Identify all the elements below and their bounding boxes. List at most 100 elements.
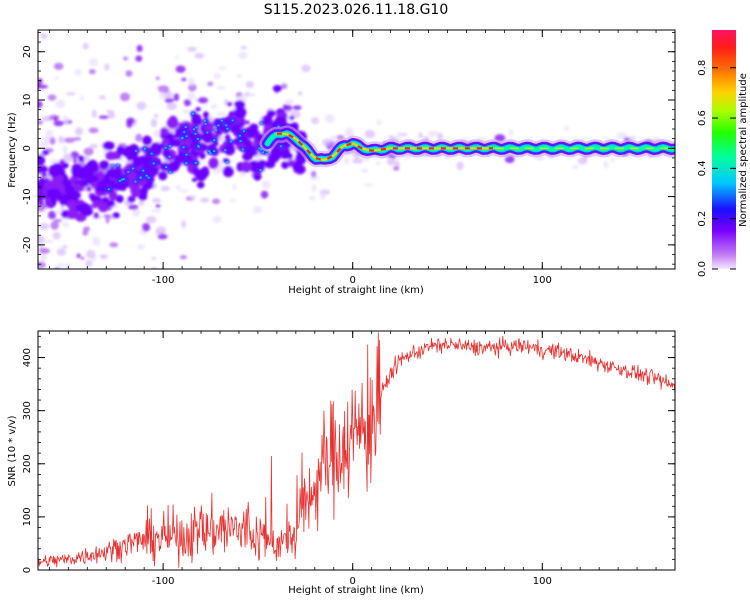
snr-xlabel: Height of straight line (km) bbox=[288, 585, 424, 596]
heatmap-noise-blob bbox=[98, 95, 106, 100]
heatmap-noise-blob bbox=[189, 21, 197, 27]
heatmap-noise-blob bbox=[38, 261, 46, 269]
heatmap-peak-blob bbox=[209, 152, 212, 155]
heatmap-signal-blob bbox=[78, 155, 85, 163]
heatmap-noise-blob bbox=[71, 276, 77, 284]
heatmap-noise-blob bbox=[74, 69, 82, 76]
heatmap-signal-blob bbox=[42, 150, 49, 156]
heatmap-noise-blob bbox=[106, 287, 115, 290]
heatmap-signal-blob bbox=[168, 160, 180, 172]
heatmap-noise-blob bbox=[427, 130, 438, 137]
heatmap-noise-blob bbox=[38, 141, 50, 148]
heatmap-noise-blob bbox=[183, 99, 192, 107]
heatmap-noise-blob bbox=[53, 120, 64, 127]
heatmap-noise-blob bbox=[53, 62, 64, 70]
heatmap-signal-blob bbox=[230, 124, 241, 134]
heatmap-noise-blob bbox=[55, 99, 66, 109]
snr-frame bbox=[37, 330, 676, 571]
heatmap-signal-blob bbox=[240, 161, 252, 173]
heatmap-noise-blob bbox=[174, 55, 180, 59]
heatmap-noise-blob bbox=[47, 306, 56, 311]
heatmap-signal-blob bbox=[59, 199, 68, 206]
heatmap-signal-blob bbox=[86, 186, 92, 192]
heatmap-noise-blob bbox=[135, 55, 143, 62]
heatmap-signal-blob bbox=[166, 117, 179, 129]
heatmap-signal-blob bbox=[248, 146, 255, 153]
heatmap-noise-blob bbox=[260, 190, 269, 199]
spectrogram-frame bbox=[37, 29, 676, 270]
heatmap-signal-blob bbox=[191, 177, 198, 182]
heatmap-noise-blob bbox=[88, 58, 99, 67]
heatmap-signal-blob bbox=[110, 168, 123, 180]
heatmap-noise-blob bbox=[38, 78, 43, 85]
heatmap-peak-blob bbox=[169, 170, 172, 173]
heatmap-signal-blob bbox=[264, 160, 276, 169]
heatmap-noise-blob bbox=[61, 282, 66, 286]
heatmap-signal-blob bbox=[105, 151, 116, 161]
heatmap-peak-blob bbox=[191, 112, 195, 115]
heatmap-noise-blob bbox=[98, 115, 110, 119]
heatmap-noise-blob bbox=[396, 131, 402, 138]
heatmap-peak-blob bbox=[206, 131, 209, 134]
heatmap-signal-blob bbox=[51, 162, 63, 174]
heatmap-noise-blob bbox=[51, 275, 60, 284]
heatmap-noise-blob bbox=[210, 104, 218, 110]
snr-panel: -100 0 100 0 100 200 300 400 Height of straight… bbox=[7, 330, 676, 596]
heatmap-noise-blob bbox=[66, 92, 76, 96]
heatmap-peak-blob bbox=[225, 124, 228, 127]
heatmap-noise-blob bbox=[76, 253, 81, 259]
heatmap-noise-blob bbox=[64, 137, 75, 143]
heatmap-noise-blob bbox=[280, 83, 288, 90]
heatmap-signal-blob bbox=[159, 127, 169, 136]
heatmap-signal-blob bbox=[282, 104, 288, 109]
heatmap-noise-blob bbox=[572, 164, 579, 170]
spectrogram-y-tick-label: -10 bbox=[22, 188, 33, 204]
heatmap-signal-blob bbox=[92, 200, 100, 208]
heatmap-noise-blob bbox=[240, 45, 247, 50]
heatmap-noise-blob bbox=[45, 286, 50, 292]
heatmap-noise-blob bbox=[38, 84, 48, 89]
snr-y-tick-label: 100 bbox=[22, 507, 33, 526]
heatmap-peak-blob bbox=[142, 169, 145, 172]
heatmap-peak-blob bbox=[212, 150, 216, 153]
heatmap-noise-blob bbox=[62, 145, 68, 155]
heatmap-peak-blob bbox=[164, 146, 167, 149]
heatmap-signal-blob bbox=[244, 120, 250, 125]
heatmap-signal-blob bbox=[292, 162, 303, 172]
heatmap-noise-blob bbox=[361, 168, 369, 173]
heatmap-noise-blob bbox=[616, 132, 628, 139]
heatmap-peak-blob bbox=[214, 129, 218, 132]
heatmap-noise-blob bbox=[39, 247, 50, 254]
heatmap-noise-blob bbox=[301, 64, 311, 73]
heatmap-signal-blob bbox=[52, 178, 63, 190]
heatmap-noise-blob bbox=[175, 185, 181, 190]
heatmap-noise-blob bbox=[508, 130, 514, 136]
heatmap-noise-blob bbox=[40, 286, 49, 294]
heatmap-noise-blob bbox=[418, 132, 423, 139]
colorbar: 0.0 0.2 0.4 0.6 0.8 Normalized spectral ampl… bbox=[697, 30, 749, 277]
heatmap-signal-blob bbox=[38, 199, 44, 206]
heatmap-ridge-peak bbox=[276, 132, 493, 161]
colorbar-ticks: 0.0 0.2 0.4 0.6 0.8 bbox=[697, 60, 736, 277]
heatmap-noise-blob bbox=[238, 52, 248, 60]
heatmap-noise-blob bbox=[150, 208, 162, 213]
heatmap-peak-blob bbox=[195, 126, 198, 129]
heatmap-peak-blob bbox=[213, 139, 216, 142]
heatmap-noise-blob bbox=[239, 171, 246, 177]
heatmap-noise-blob bbox=[125, 70, 133, 77]
spectrogram-xlabel: Height of straight line (km) bbox=[288, 285, 424, 296]
colorbar-label: Normalized spectral amplitude bbox=[738, 73, 749, 227]
heatmap-peak-blob bbox=[239, 140, 242, 143]
colorbar-tick-label: 0.0 bbox=[697, 261, 708, 277]
heatmap-noise-blob bbox=[188, 77, 195, 87]
heatmap-signal-blob bbox=[75, 212, 87, 222]
heatmap-signal-blob bbox=[81, 207, 93, 216]
heatmap-peak-blob bbox=[194, 161, 197, 164]
heatmap-noise-blob bbox=[52, 231, 61, 240]
colorbar-tick-label: 0.6 bbox=[697, 110, 708, 126]
heatmap-peak-blob bbox=[224, 149, 227, 152]
heatmap-signal-blob bbox=[115, 195, 124, 203]
heatmap-noise-blob bbox=[189, 194, 197, 200]
